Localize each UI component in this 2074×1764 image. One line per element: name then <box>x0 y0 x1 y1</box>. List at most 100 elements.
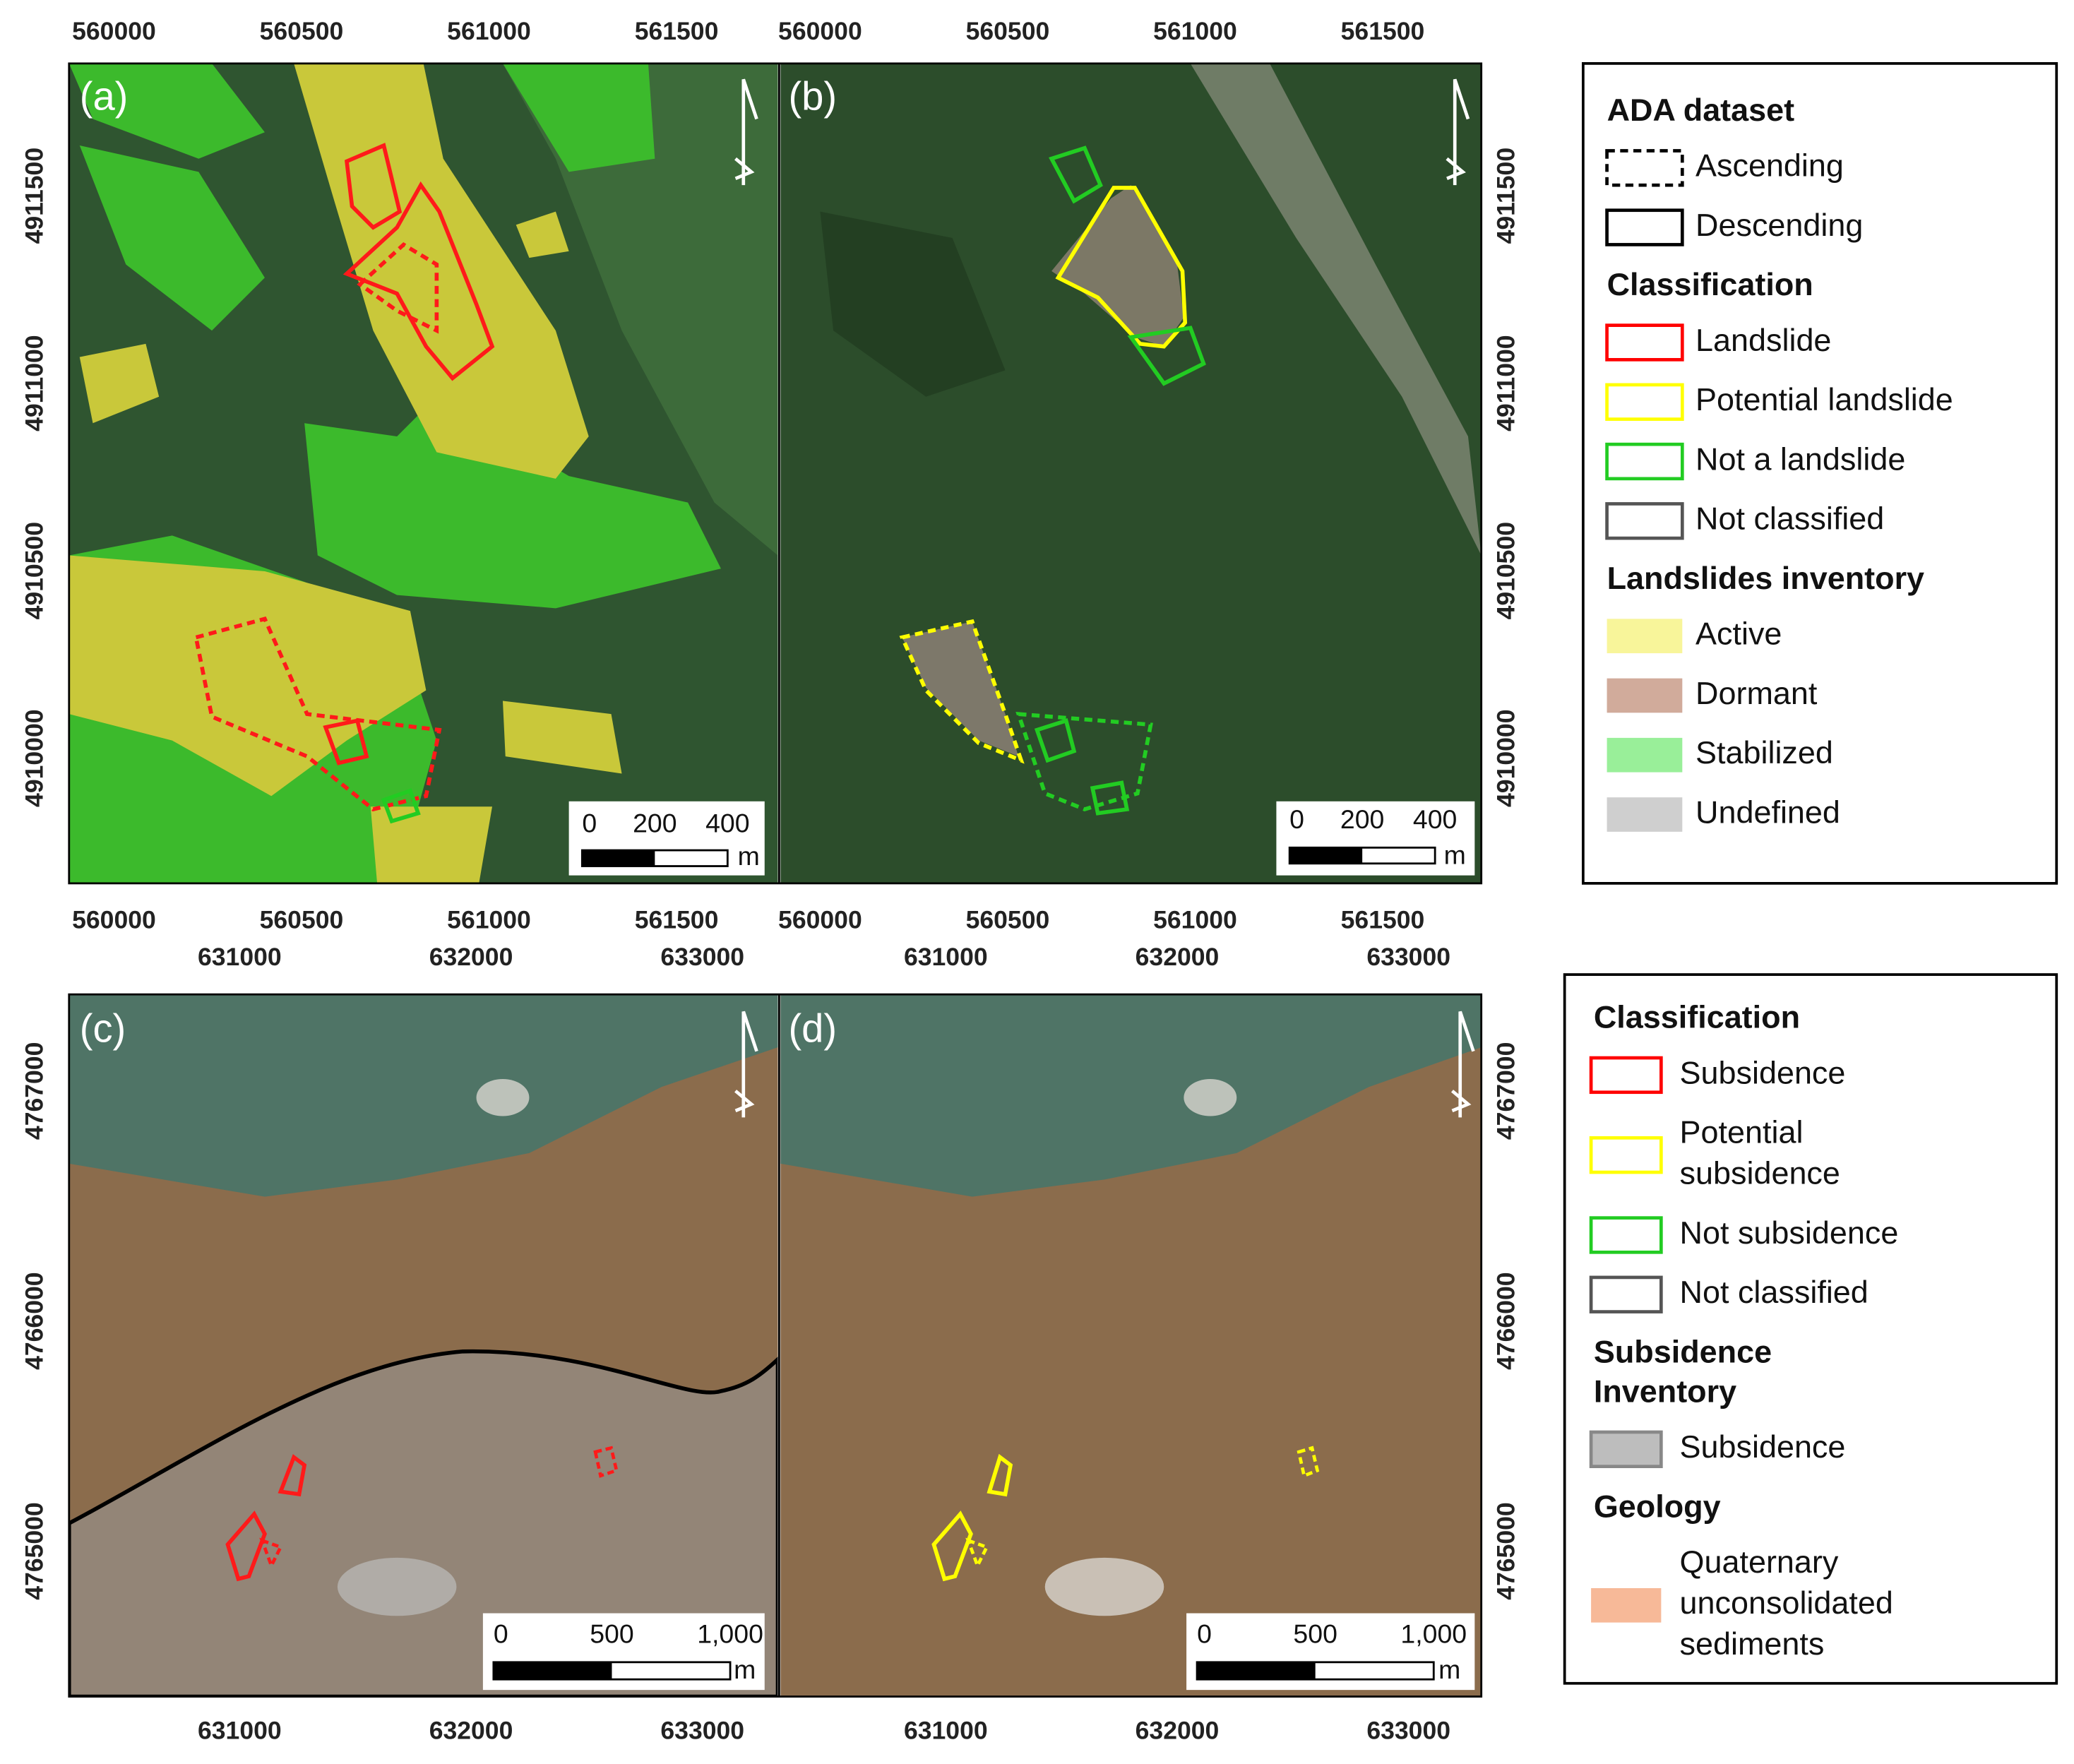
legend-label: Potential landslide <box>1695 381 1953 417</box>
y-tick-label: 4767000 <box>20 1042 48 1140</box>
legend-label: Potential <box>1680 1114 1804 1150</box>
legend-swatch <box>1605 323 1684 362</box>
scale-bar <box>1289 847 1363 864</box>
legend-title: ADA dataset <box>1607 92 1795 128</box>
map-c <box>68 994 778 1697</box>
x-tick-label: 561500 <box>1341 17 1425 45</box>
panel-label: (b) <box>788 73 837 118</box>
legend-label: Subsidence <box>1680 1429 1846 1465</box>
x-tick-label: 631000 <box>198 943 282 971</box>
legend-swatch <box>1605 383 1684 421</box>
panel-frames <box>68 62 1483 1698</box>
legend-label: unconsolidated <box>1680 1585 1893 1621</box>
legend-swatch <box>1607 737 1683 773</box>
x-tick-label: 560000 <box>72 17 156 45</box>
legend-swatch <box>1589 1136 1663 1174</box>
panel-label: (d) <box>788 1006 837 1050</box>
x-tick-label: 632000 <box>429 943 513 971</box>
legend-swatch <box>1589 1216 1663 1254</box>
y-tick-label: 4911500 <box>20 148 48 244</box>
legend-swatch <box>1605 442 1684 481</box>
scale-label: 400 <box>705 808 749 838</box>
x-tick-label: 561000 <box>1153 17 1237 45</box>
north-arrows <box>734 78 1475 1118</box>
legend-title: Classification <box>1607 266 1813 302</box>
scale-label: 1,000 <box>1400 1619 1467 1648</box>
legend-swatch <box>1605 149 1684 187</box>
x-tick-label: 560000 <box>72 906 156 934</box>
y-tick-label: 4765000 <box>20 1502 48 1599</box>
y-tick-label: 4910000 <box>20 710 48 807</box>
legend-label: Subsidence <box>1680 1054 1846 1090</box>
legend-swatch <box>1589 1056 1663 1095</box>
scale-label: 200 <box>633 808 677 838</box>
legend-label: Not subsidence <box>1680 1215 1899 1251</box>
x-tick-label: 632000 <box>429 1716 513 1744</box>
panel-label: (c) <box>80 1006 126 1050</box>
x-tick-label: 561000 <box>1153 906 1237 934</box>
x-tick-label: 560500 <box>260 17 344 45</box>
legend-label: sediments <box>1680 1626 1825 1662</box>
x-tick-label: 633000 <box>1366 943 1450 971</box>
scale-label: 0 <box>494 1619 508 1648</box>
legend-swatch <box>1589 1275 1663 1313</box>
x-tick-label: 633000 <box>1366 1716 1450 1744</box>
x-tick-label: 631000 <box>904 943 988 971</box>
scale-label: 0 <box>582 808 597 838</box>
legend-swatch <box>1605 502 1684 540</box>
scale-unit: m <box>1438 1655 1460 1684</box>
y-tick-label: 4766000 <box>20 1272 48 1369</box>
y-tick-label: 4765000 <box>1492 1502 1520 1599</box>
x-tick-label: 560000 <box>778 906 862 934</box>
legend-label: subsidence <box>1680 1155 1840 1191</box>
legend-swatch <box>1607 678 1683 713</box>
y-tick-label: 4911000 <box>1492 335 1520 431</box>
x-tick-label: 561500 <box>635 17 719 45</box>
scale-unit: m <box>1444 840 1466 869</box>
scale-unit: m <box>734 1655 756 1684</box>
legend-title: Landslides inventory <box>1607 560 1925 596</box>
x-tick-label: 631000 <box>198 1716 282 1744</box>
x-tick-label: 633000 <box>660 1716 744 1744</box>
legend-swatch <box>1605 208 1684 246</box>
y-tick-label: 4910000 <box>1492 710 1520 807</box>
panel-label: (a) <box>80 73 129 118</box>
legend-label: Quaternary <box>1680 1544 1839 1580</box>
y-tick-label: 4911500 <box>1492 148 1520 244</box>
legend-label: Landslide <box>1695 322 1831 358</box>
x-tick-label: 560500 <box>966 906 1050 934</box>
legend-label: Active <box>1695 616 1782 652</box>
y-tick-label: 4766000 <box>1492 1272 1520 1369</box>
scale-bar <box>1197 1662 1316 1680</box>
legend-label: Not classified <box>1695 501 1884 537</box>
x-tick-label: 561500 <box>635 906 719 934</box>
x-tick-label: 560500 <box>966 17 1050 45</box>
scale-bar <box>582 850 655 866</box>
legend-label: Stabilized <box>1695 734 1833 770</box>
map-d <box>780 994 1482 1697</box>
y-tick-label: 4767000 <box>1492 1042 1520 1140</box>
legend-swatch <box>1607 619 1683 654</box>
scale-label: 0 <box>1289 804 1304 834</box>
x-tick-label: 560500 <box>260 906 344 934</box>
scale-bar <box>493 1662 612 1680</box>
x-tick-label: 632000 <box>1136 1716 1220 1744</box>
scale-label: 500 <box>590 1619 633 1648</box>
y-tick-label: 4910500 <box>1492 522 1520 619</box>
legend-title: Geology <box>1594 1488 1721 1524</box>
scale-label: 200 <box>1340 804 1384 834</box>
map-b <box>780 63 1482 883</box>
legend-label: Dormant <box>1695 675 1818 711</box>
legend-swatch <box>1589 1430 1663 1469</box>
legend-label: Descending <box>1695 207 1863 243</box>
x-tick-label: 631000 <box>904 1716 988 1744</box>
y-tick-label: 4911000 <box>20 335 48 431</box>
legend-swatch <box>1607 797 1683 832</box>
x-tick-label: 560000 <box>778 17 862 45</box>
legend-label: Undefined <box>1695 794 1840 830</box>
scale-label: 400 <box>1413 804 1457 834</box>
scale-label: 1,000 <box>697 1619 763 1648</box>
map-a <box>68 63 778 883</box>
